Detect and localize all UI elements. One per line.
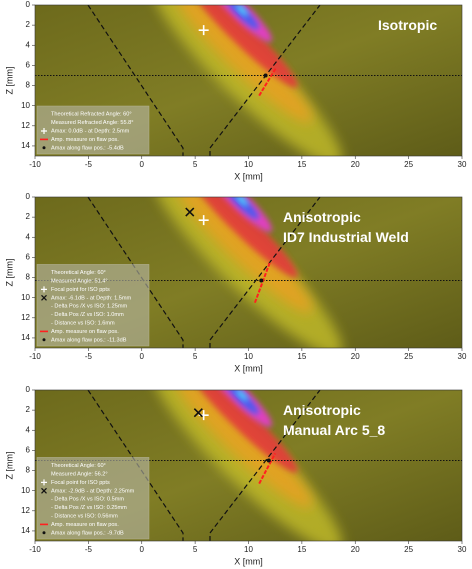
y-tick-label: 12	[21, 313, 30, 322]
x-tick-label: -10	[29, 545, 41, 554]
y-tick-label: 12	[21, 506, 30, 515]
x-tick-label: 0	[140, 352, 145, 361]
y-tick-label: 8	[26, 466, 31, 475]
legend-label: Amax along flaw pos.: -5.4dB	[51, 145, 124, 151]
legend-label: Amp. measure on flaw pos.	[51, 329, 119, 335]
x-tick-label: 0	[140, 545, 145, 554]
x-tick-label: -5	[85, 545, 93, 554]
legend-label: Amp. measure on flaw pos.	[51, 522, 119, 528]
y-tick-label: 10	[21, 293, 30, 302]
x-tick-label: 10	[244, 160, 253, 169]
y-tick-label: 8	[26, 273, 31, 282]
x-tick-label: -5	[85, 160, 93, 169]
x-tick-label: 5	[193, 160, 198, 169]
legend-swatch	[43, 531, 46, 534]
legend-label: - Distance vs ISO: 0.56mm	[51, 513, 118, 519]
figure: Theoretical Refracted Angle: 60° Measured…	[0, 0, 472, 569]
x-tick-label: 20	[351, 160, 360, 169]
x-tick-label: 10	[244, 352, 253, 361]
x-tick-label: 5	[193, 545, 198, 554]
x-tick-label: 25	[404, 545, 413, 554]
x-tick-label: 15	[297, 160, 306, 169]
x-tick-label: 30	[458, 160, 467, 169]
flaw-amax-dot	[267, 458, 271, 462]
flaw-amax-dot	[264, 73, 268, 77]
y-tick-label: 4	[26, 232, 31, 241]
legend-label: Measured Angle: 56.2°	[51, 471, 108, 477]
x-tick-label: 30	[458, 352, 467, 361]
y-tick-label: 6	[26, 446, 31, 455]
x-tick-label: -5	[85, 352, 93, 361]
legend: Theoretical Angle: 60° Measured Angle: 56…	[37, 457, 149, 539]
flaw-amax-dot	[259, 279, 263, 283]
legend-label: - Delta Pos /Z vs ISO: 0.25mm	[51, 505, 127, 511]
y-tick-label: 6	[26, 61, 31, 70]
panel-title: Manual Arc 5_8	[283, 422, 385, 438]
x-tick-label: 10	[244, 545, 253, 554]
x-tick-label: 15	[297, 545, 306, 554]
y-tick-label: 0	[26, 192, 31, 201]
legend-label: Amax along flaw pos.: -11.3dB	[51, 337, 127, 343]
panel-title: Anisotropic	[283, 402, 361, 418]
y-tick-label: 6	[26, 253, 31, 262]
y-tick-label: 0	[26, 0, 31, 9]
y-axis-label: Z [mm]	[4, 259, 14, 287]
x-tick-label: -10	[29, 160, 41, 169]
legend-label: Amax: 0.0dB - at Depth: 2.5mm	[51, 128, 130, 134]
x-tick-label: 30	[458, 545, 467, 554]
legend-label: Measured Angle: 51.4°	[51, 278, 108, 284]
legend-swatch	[43, 146, 46, 149]
legend-label: - Delta Pos /X vs ISO: 1.25mm	[51, 304, 128, 310]
legend-label: Focal point for ISO ppts	[51, 480, 110, 486]
legend-label: Amp. measure on flaw pos.	[51, 137, 119, 143]
y-tick-label: 2	[26, 212, 31, 221]
legend: Theoretical Refracted Angle: 60° Measured…	[37, 106, 149, 154]
x-axis-label: X [mm]	[234, 556, 263, 566]
x-tick-label: -10	[29, 352, 41, 361]
legend-label: - Distance vs ISO: 1.6mm	[51, 320, 115, 326]
y-tick-label: 10	[21, 486, 30, 495]
x-tick-label: 25	[404, 352, 413, 361]
y-tick-label: 14	[21, 141, 30, 150]
legend-label: Focal point for ISO ppts	[51, 287, 110, 293]
legend-label: Amax along flaw pos.: -9.7dB	[51, 530, 124, 536]
y-tick-label: 0	[26, 385, 31, 394]
x-axis-label: X [mm]	[234, 363, 263, 373]
legend-label: Measured Refracted Angle: 55.8°	[51, 120, 133, 126]
y-tick-label: 2	[26, 405, 31, 414]
y-tick-label: 12	[21, 121, 30, 130]
legend-label: Theoretical Refracted Angle: 60°	[51, 112, 132, 118]
y-axis-label: Z [mm]	[4, 452, 14, 480]
y-tick-label: 8	[26, 81, 31, 90]
legend-swatch	[43, 338, 46, 341]
y-tick-label: 14	[21, 526, 30, 535]
panel-title: ID7 Industrial Weld	[283, 229, 409, 245]
panel: Theoretical Refracted Angle: 60° Measured…	[4, 0, 467, 183]
y-tick-label: 4	[26, 40, 31, 49]
x-tick-label: 15	[297, 352, 306, 361]
x-tick-label: 5	[193, 352, 198, 361]
panel-title: Anisotropic	[283, 209, 361, 225]
legend-label: Amax: -2.9dB - at Depth: 2.25mm	[51, 488, 135, 494]
x-tick-label: 25	[404, 160, 413, 169]
legend-label: Theoretical Angle: 60°	[51, 463, 106, 469]
x-tick-label: 20	[351, 352, 360, 361]
legend-label: - Delta Pos /Z vs ISO: 1.0mm	[51, 312, 124, 318]
y-tick-label: 4	[26, 425, 31, 434]
legend-label: Amax: -6.1dB - at Depth: 1.5mm	[51, 295, 132, 301]
x-tick-label: 20	[351, 545, 360, 554]
legend-label: Theoretical Angle: 60°	[51, 270, 106, 276]
y-axis-label: Z [mm]	[4, 67, 14, 95]
y-tick-label: 10	[21, 101, 30, 110]
legend: Theoretical Angle: 60° Measured Angle: 51…	[37, 264, 149, 346]
y-tick-label: 2	[26, 20, 31, 29]
legend-label: - Delta Pos /X vs ISO: 0.5mm	[51, 497, 124, 503]
x-tick-label: 0	[140, 160, 145, 169]
panel-title: Isotropic	[378, 17, 437, 33]
y-tick-label: 14	[21, 333, 30, 342]
x-axis-label: X [mm]	[234, 171, 263, 181]
